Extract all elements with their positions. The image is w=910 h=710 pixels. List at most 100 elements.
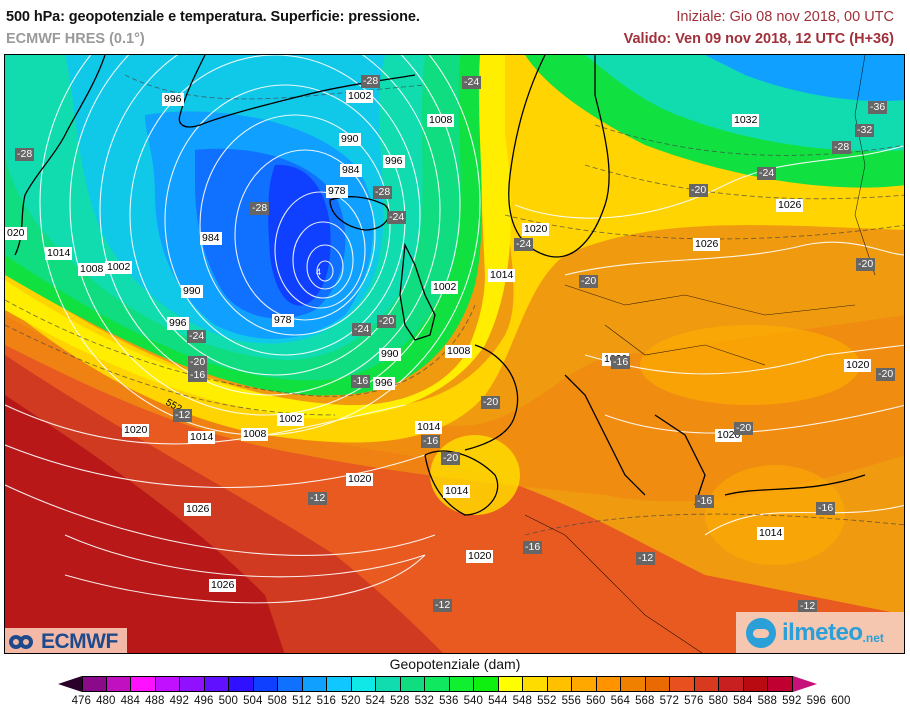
pressure-label: 1014 — [443, 485, 471, 498]
pressure-label: 1002 — [431, 281, 459, 294]
colorbar-tick: 484 — [120, 695, 140, 707]
temperature-label: -24 — [462, 76, 482, 89]
pressure-label: 1020 — [522, 223, 550, 236]
colorbar-swatch — [449, 676, 474, 692]
temperature-label: -24 — [757, 167, 777, 180]
colorbar-tick: 568 — [635, 695, 655, 707]
colorbar-swatch — [376, 676, 401, 692]
pressure-label: 1014 — [488, 269, 516, 282]
colorbar-swatch — [547, 676, 572, 692]
colorbar-tick: 476 — [71, 695, 91, 707]
colorbar-tick: 520 — [341, 695, 361, 707]
colorbar-tick: 584 — [733, 695, 753, 707]
pressure-label: 990 — [379, 348, 401, 361]
pressure-label: 1026 — [184, 503, 212, 516]
colorbar-tick: 572 — [659, 695, 679, 707]
temperature-label: -16 — [188, 369, 208, 382]
ilmeteo-logo-text: ilmeteo — [782, 619, 863, 646]
temperature-label: -20 — [856, 258, 876, 271]
colorbar-max-arrow — [792, 676, 817, 692]
colorbar-swatch — [694, 676, 719, 692]
ecmwf-logo-text: ECMWF — [41, 629, 118, 653]
colorbar — [58, 676, 817, 692]
temperature-label: -20 — [441, 452, 461, 465]
pressure-label: 020 — [5, 227, 27, 240]
colorbar-swatch — [131, 676, 156, 692]
pressure-label: 996 — [162, 93, 184, 106]
low-center-marker: 4 — [316, 267, 321, 277]
colorbar-tick: 492 — [169, 695, 189, 707]
colorbar-swatch — [670, 676, 695, 692]
colorbar-swatch — [596, 676, 621, 692]
colorbar-tick: 564 — [610, 695, 630, 707]
colorbar-swatch — [204, 676, 229, 692]
colorbar-tick: 528 — [390, 695, 410, 707]
colorbar-tick: 508 — [267, 695, 287, 707]
valid-time: Valido: Ven 09 nov 2018, 12 UTC (H+36) — [623, 31, 894, 47]
temperature-label: -20 — [689, 184, 709, 197]
colorbar-swatch — [719, 676, 744, 692]
colorbar-swatch — [474, 676, 499, 692]
colorbar-tick: 540 — [463, 695, 483, 707]
pressure-label: 1008 — [445, 345, 473, 358]
borders — [524, 55, 876, 653]
pressure-label: 1002 — [346, 90, 374, 103]
colorbar-tick: 536 — [439, 695, 459, 707]
temperature-label: -16 — [351, 375, 371, 388]
colorbar-swatch — [106, 676, 131, 692]
temperature-label: -24 — [352, 323, 372, 336]
temperature-label: -16 — [816, 502, 836, 515]
cloud-bubble-icon — [746, 618, 776, 648]
temperature-label: -24 — [514, 238, 534, 251]
colorbar-ticks: 476 480 484 488 492 496 500 504 508 512 516 520 524 5… — [69, 695, 853, 707]
pressure-label: 1014 — [188, 431, 216, 444]
colorbar-tick: 592 — [782, 695, 802, 707]
temperature-label: -28 — [361, 75, 381, 88]
pressure-label: 1014 — [757, 527, 785, 540]
colorbar-tick: 548 — [512, 695, 532, 707]
colorbar-title: Geopotenziale (dam) — [389, 656, 521, 672]
colorbar-tick: 556 — [561, 695, 581, 707]
temperature-label: -28 — [250, 202, 270, 215]
temperature-label: -20 — [734, 422, 754, 435]
pressure-label: 1002 — [105, 261, 133, 274]
temperature-label: -20 — [481, 396, 501, 409]
colorbar-tick: 500 — [218, 695, 238, 707]
colorbar-tick: 524 — [365, 695, 385, 707]
colorbar-swatch — [155, 676, 180, 692]
pressure-label: 984 — [200, 232, 222, 245]
colorbar-tick: 516 — [316, 695, 336, 707]
colorbar-tick: 512 — [292, 695, 312, 707]
pressure-label: 1008 — [241, 428, 269, 441]
colorbar-tick: 588 — [757, 695, 777, 707]
temperature-label: -20 — [579, 275, 599, 288]
colorbar-tick: 480 — [96, 695, 116, 707]
pressure-label: 996 — [167, 317, 189, 330]
temperature-label: -16 — [695, 495, 715, 508]
colorbar-tick: 544 — [488, 695, 508, 707]
colorbar-swatch — [180, 676, 205, 692]
temperature-label: -24 — [187, 330, 207, 343]
colorbar-tick: 576 — [684, 695, 704, 707]
ilmeteo-logo[interactable]: ilmeteo .net — [736, 612, 904, 653]
colorbar-swatch — [327, 676, 352, 692]
colorbar-swatch — [351, 676, 376, 692]
temperature-label: -20 — [876, 368, 896, 381]
pressure-label: 996 — [383, 155, 405, 168]
pressure-label: 978 — [272, 314, 294, 327]
colorbar-swatch — [400, 676, 425, 692]
temperature-label: -28 — [373, 186, 393, 199]
pressure-label: 1008 — [78, 263, 106, 276]
pressure-label: 1020 — [122, 424, 150, 437]
ecmwf-logo: ECMWF — [5, 628, 127, 653]
temperature-label: -12 — [433, 599, 453, 612]
pressure-label: 1026 — [693, 238, 721, 251]
temperature-label: -28 — [832, 141, 852, 154]
pressure-label: 1008 — [427, 114, 455, 127]
pressure-label: 1026 — [776, 199, 804, 212]
weather-map: 4 552 996 1002 1008 990 996 984 978 984 1032 1026… — [4, 54, 905, 654]
colorbar-tick: 596 — [806, 695, 826, 707]
colorbar-tick: 552 — [537, 695, 557, 707]
temperature-label: -16 — [611, 356, 631, 369]
colorbar-swatch — [572, 676, 597, 692]
